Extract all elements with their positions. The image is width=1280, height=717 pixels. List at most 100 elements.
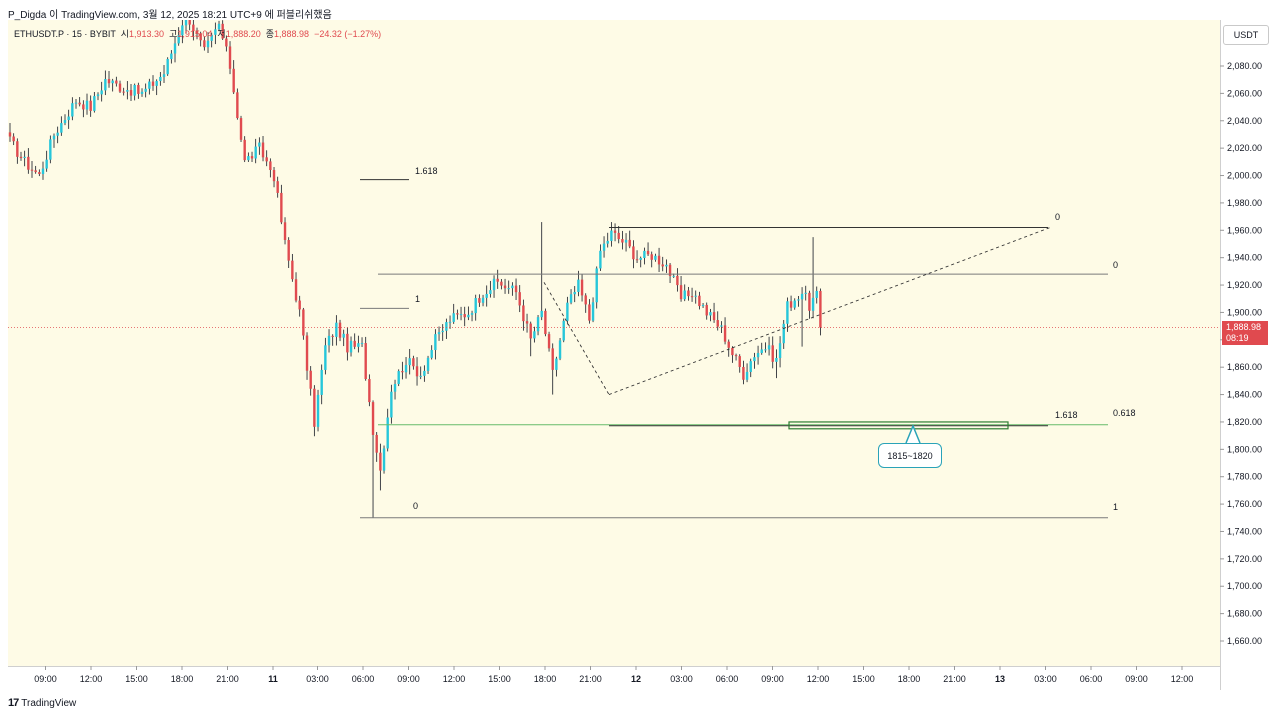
time-tick-label: 18:00 <box>171 674 194 684</box>
price-tick-label: 1,840.00 <box>1227 390 1262 400</box>
candle-body <box>408 358 411 366</box>
candle-body <box>265 157 268 162</box>
candle-body <box>401 371 404 373</box>
time-tick-label: 18:00 <box>534 674 557 684</box>
candle-body <box>74 102 78 104</box>
candle-body <box>485 293 488 298</box>
symbol-legend[interactable]: ETHUSDT.P · 15 · BYBIT 시1,913.30 고1,915.… <box>14 27 381 40</box>
author-line: P_Digda 이 TradingView.com, 3월 12, 2025 1… <box>8 10 332 21</box>
candle-body <box>437 332 441 335</box>
candle-body <box>221 23 224 39</box>
currency-unit-button[interactable]: USDT <box>1223 25 1269 45</box>
candle-body <box>49 139 52 160</box>
time-tick-label: 03:00 <box>306 674 329 684</box>
candle-body <box>580 279 584 296</box>
candle-body <box>283 222 287 241</box>
trend-line-down <box>543 282 610 395</box>
candle-body <box>569 294 573 303</box>
candle-body <box>786 301 789 324</box>
time-tick-label: 15:00 <box>125 674 148 684</box>
candle-body <box>811 297 815 311</box>
candle-body <box>753 357 756 362</box>
candle-body <box>470 313 474 315</box>
candle-body <box>522 305 525 322</box>
candle-body <box>397 371 400 385</box>
price-axis-ticks: 1,660.00 1,680.00 1,700.00 1,720.00 1,740.00… <box>1220 61 1262 646</box>
price-tick-label: 1,940.00 <box>1227 253 1262 263</box>
time-tick-label: 15:00 <box>852 674 875 684</box>
candle-body <box>371 402 375 435</box>
candle-body <box>555 358 558 370</box>
candle-body <box>85 100 89 110</box>
candle-body <box>228 46 232 69</box>
candle-body <box>738 356 741 367</box>
time-tick-label: 12:00 <box>443 674 466 684</box>
low-label: 저 <box>217 29 226 39</box>
candle-body <box>243 139 246 161</box>
candle-body <box>514 285 518 293</box>
candle-body <box>467 314 470 318</box>
candle-body <box>760 349 763 354</box>
time-tick-label: 03:00 <box>1034 674 1057 684</box>
plot-background <box>8 20 1220 666</box>
candle-body <box>56 132 59 136</box>
candle-body <box>507 288 510 290</box>
candle-body <box>100 90 103 95</box>
zone-callout-label[interactable]: 1815~1820 <box>878 443 942 468</box>
candle-body <box>511 285 514 289</box>
candle-body <box>610 230 613 241</box>
fib-label-left-1: 1 <box>415 294 420 304</box>
candle-body <box>82 104 85 110</box>
candle-body <box>668 264 672 276</box>
high-value: 1,915.04 <box>177 29 213 39</box>
candle-body <box>701 304 705 307</box>
time-axis-ticks: 09:00 12:00 15:00 18:00 21:00 11 03:00 06:00 09:… <box>34 666 1193 684</box>
candle-body <box>742 366 745 380</box>
candle-body <box>96 94 100 97</box>
time-tick-label: 13 <box>995 674 1005 684</box>
tradingview-logo-icon: 17 <box>8 697 19 709</box>
candle-body <box>481 297 485 303</box>
current-price-tag: 1,888.98 08:19 <box>1222 321 1268 345</box>
candle-body <box>819 290 822 328</box>
candle-body <box>415 366 419 377</box>
candle-body <box>624 239 628 243</box>
candle-body <box>236 92 239 119</box>
candle-body <box>364 343 367 380</box>
candle-body <box>434 334 437 351</box>
candle-body <box>426 357 430 371</box>
candle-body <box>690 296 694 298</box>
candle-body <box>632 246 635 260</box>
candle-body <box>342 333 345 338</box>
candle-body <box>214 29 217 35</box>
candle-body <box>727 341 730 348</box>
candle-body <box>529 323 532 339</box>
candle-body <box>676 275 679 286</box>
tradingview-logo[interactable]: 17 TradingView <box>8 697 76 709</box>
time-tick-label: 21:00 <box>579 674 602 684</box>
price-tick-label: 2,080.00 <box>1227 61 1262 71</box>
candle-body <box>635 259 639 261</box>
candle-body <box>808 292 811 311</box>
candle-body <box>452 313 455 322</box>
candle-body <box>327 335 331 346</box>
candle-body <box>672 275 675 277</box>
candle-body <box>628 239 631 247</box>
candle-body <box>184 20 188 26</box>
candle-body <box>45 159 48 169</box>
candle-body <box>540 310 543 318</box>
candle-body <box>272 170 276 182</box>
time-tick-label: 11 <box>268 674 278 684</box>
candle-body <box>111 80 114 84</box>
candle-body <box>698 295 701 307</box>
candle-body <box>393 384 397 392</box>
candle-body <box>496 278 499 282</box>
candle-body <box>423 370 426 376</box>
candle-body <box>720 325 723 327</box>
candle-body <box>34 170 37 173</box>
candle-body <box>694 295 697 297</box>
target-zone-box <box>788 421 1009 430</box>
candle-body <box>159 76 162 82</box>
callout-pointer <box>905 424 921 444</box>
